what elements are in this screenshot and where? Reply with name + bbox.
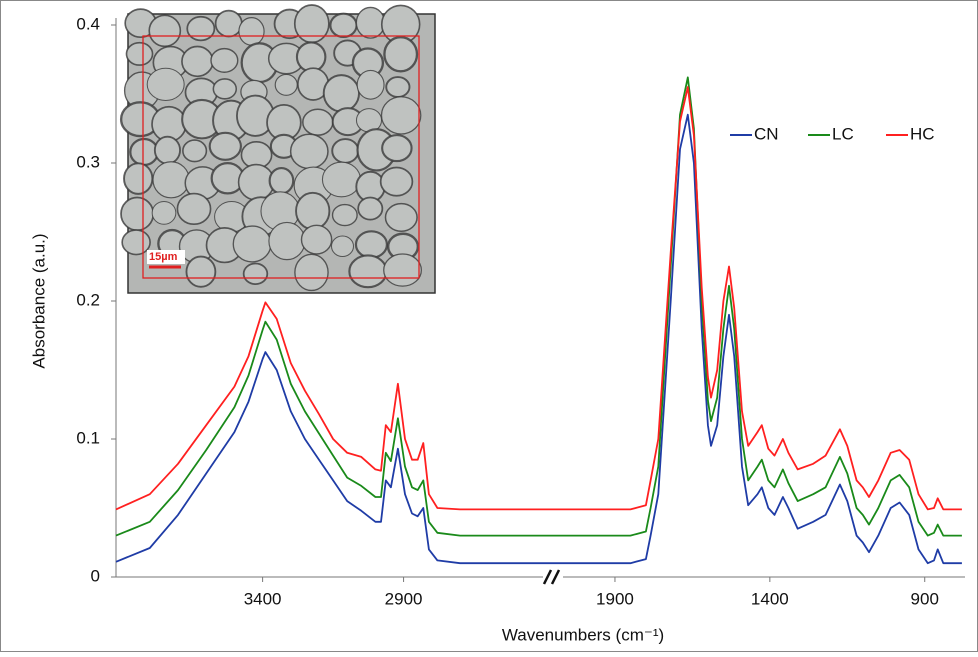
y-tick-label: 0.3 — [76, 152, 100, 171]
cell — [148, 14, 182, 48]
series-line — [115, 113, 962, 565]
cell — [186, 15, 216, 42]
series-line — [115, 76, 962, 537]
cell — [293, 4, 330, 44]
cell — [125, 41, 154, 66]
cell — [354, 230, 388, 259]
x-tick-label: 900 — [911, 589, 939, 608]
x-tick-label: 1900 — [596, 589, 634, 608]
cell — [357, 196, 384, 221]
cell — [268, 221, 306, 261]
x-tick-label: 3400 — [244, 589, 282, 608]
series-line — [115, 86, 962, 511]
cell — [152, 161, 190, 199]
cell — [295, 41, 327, 73]
y-tick-label: 0.4 — [76, 14, 100, 33]
cell — [379, 166, 414, 197]
cell — [385, 76, 411, 98]
cell — [146, 67, 185, 101]
y-axis-label: Absorbance (a.u.) — [29, 233, 48, 368]
cell — [181, 45, 214, 78]
axis-break — [542, 568, 563, 586]
cell — [348, 254, 388, 289]
cell — [355, 6, 386, 39]
y-tick-label: 0 — [91, 566, 100, 585]
cell — [383, 253, 423, 287]
cell — [321, 161, 361, 198]
cell — [153, 135, 181, 165]
cell — [295, 191, 331, 231]
cell — [151, 200, 177, 225]
cell — [329, 12, 358, 39]
cell — [300, 224, 333, 255]
cell — [185, 255, 217, 288]
cell — [268, 166, 295, 195]
cell — [208, 131, 242, 161]
cell — [356, 69, 385, 100]
cell — [212, 78, 238, 100]
cell — [302, 108, 334, 136]
cell — [238, 17, 265, 46]
cell — [120, 196, 155, 232]
cell — [214, 9, 243, 38]
cell — [232, 225, 272, 263]
cell — [176, 192, 212, 226]
cell — [182, 139, 208, 163]
x-axis-label: Wavenumbers (cm⁻¹) — [502, 625, 664, 644]
cell — [123, 162, 154, 195]
cell — [331, 203, 358, 227]
x-tick-label: 1400 — [751, 589, 789, 608]
cell — [274, 73, 298, 96]
legend-label: HC — [910, 124, 935, 143]
cell — [384, 202, 418, 232]
legend-label: LC — [832, 124, 854, 143]
cell — [381, 134, 413, 163]
cell — [242, 262, 269, 286]
x-tick-label: 2900 — [385, 589, 423, 608]
cell — [129, 137, 159, 167]
cell — [331, 138, 360, 164]
inset-micrograph: 15µm — [119, 4, 436, 294]
scale-bar-label: 15µm — [149, 251, 178, 263]
legend-label: CN — [754, 124, 779, 143]
cell — [289, 133, 329, 170]
cell — [383, 36, 419, 73]
cell — [121, 229, 151, 256]
cell — [380, 96, 422, 135]
y-tick-label: 0.1 — [76, 428, 100, 447]
cell — [294, 253, 329, 292]
cell — [322, 74, 361, 113]
y-tick-label: 0.2 — [76, 290, 100, 309]
cell — [330, 235, 355, 258]
cell — [210, 47, 239, 73]
